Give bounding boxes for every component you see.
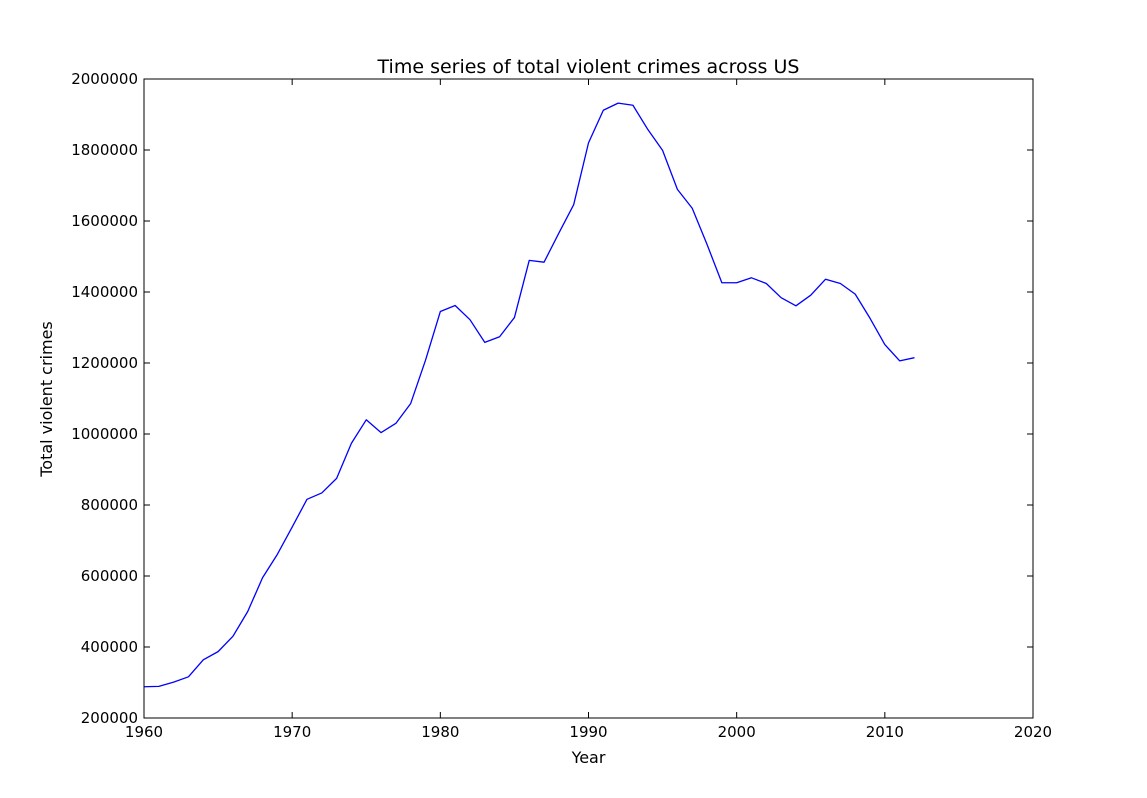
x-tick-label: 2000 [718,723,756,741]
y-tick-label: 400000 [81,638,138,656]
y-tick-label: 600000 [81,567,138,585]
x-tick-label: 1970 [273,723,311,741]
y-tick-label: 1400000 [71,283,138,301]
y-tick-label: 800000 [81,496,138,514]
x-tick-label: 1990 [569,723,607,741]
x-axis-title: Year [571,748,606,767]
y-tick-label: 1600000 [71,212,138,230]
x-tick-label: 2020 [1014,723,1052,741]
series-line-0 [143,102,915,688]
y-tick-label: 1200000 [71,354,138,372]
y-tick-label: 200000 [81,709,138,727]
x-tick-label: 2010 [866,723,904,741]
y-tick-label: 1000000 [71,425,138,443]
y-tick-label: 1800000 [71,141,138,159]
x-tick-label: 1960 [125,723,163,741]
y-axis-title: Total violent crimes [37,321,56,478]
x-tick-label: 1980 [421,723,459,741]
plot-area: 1960 1970 1980 1990 2000 2010 2020 200000 400000… [71,70,1052,741]
plot-frame [143,78,1034,719]
y-tick-label: 2000000 [71,70,138,88]
chart-title: Time series of total violent crimes acro… [377,56,800,78]
